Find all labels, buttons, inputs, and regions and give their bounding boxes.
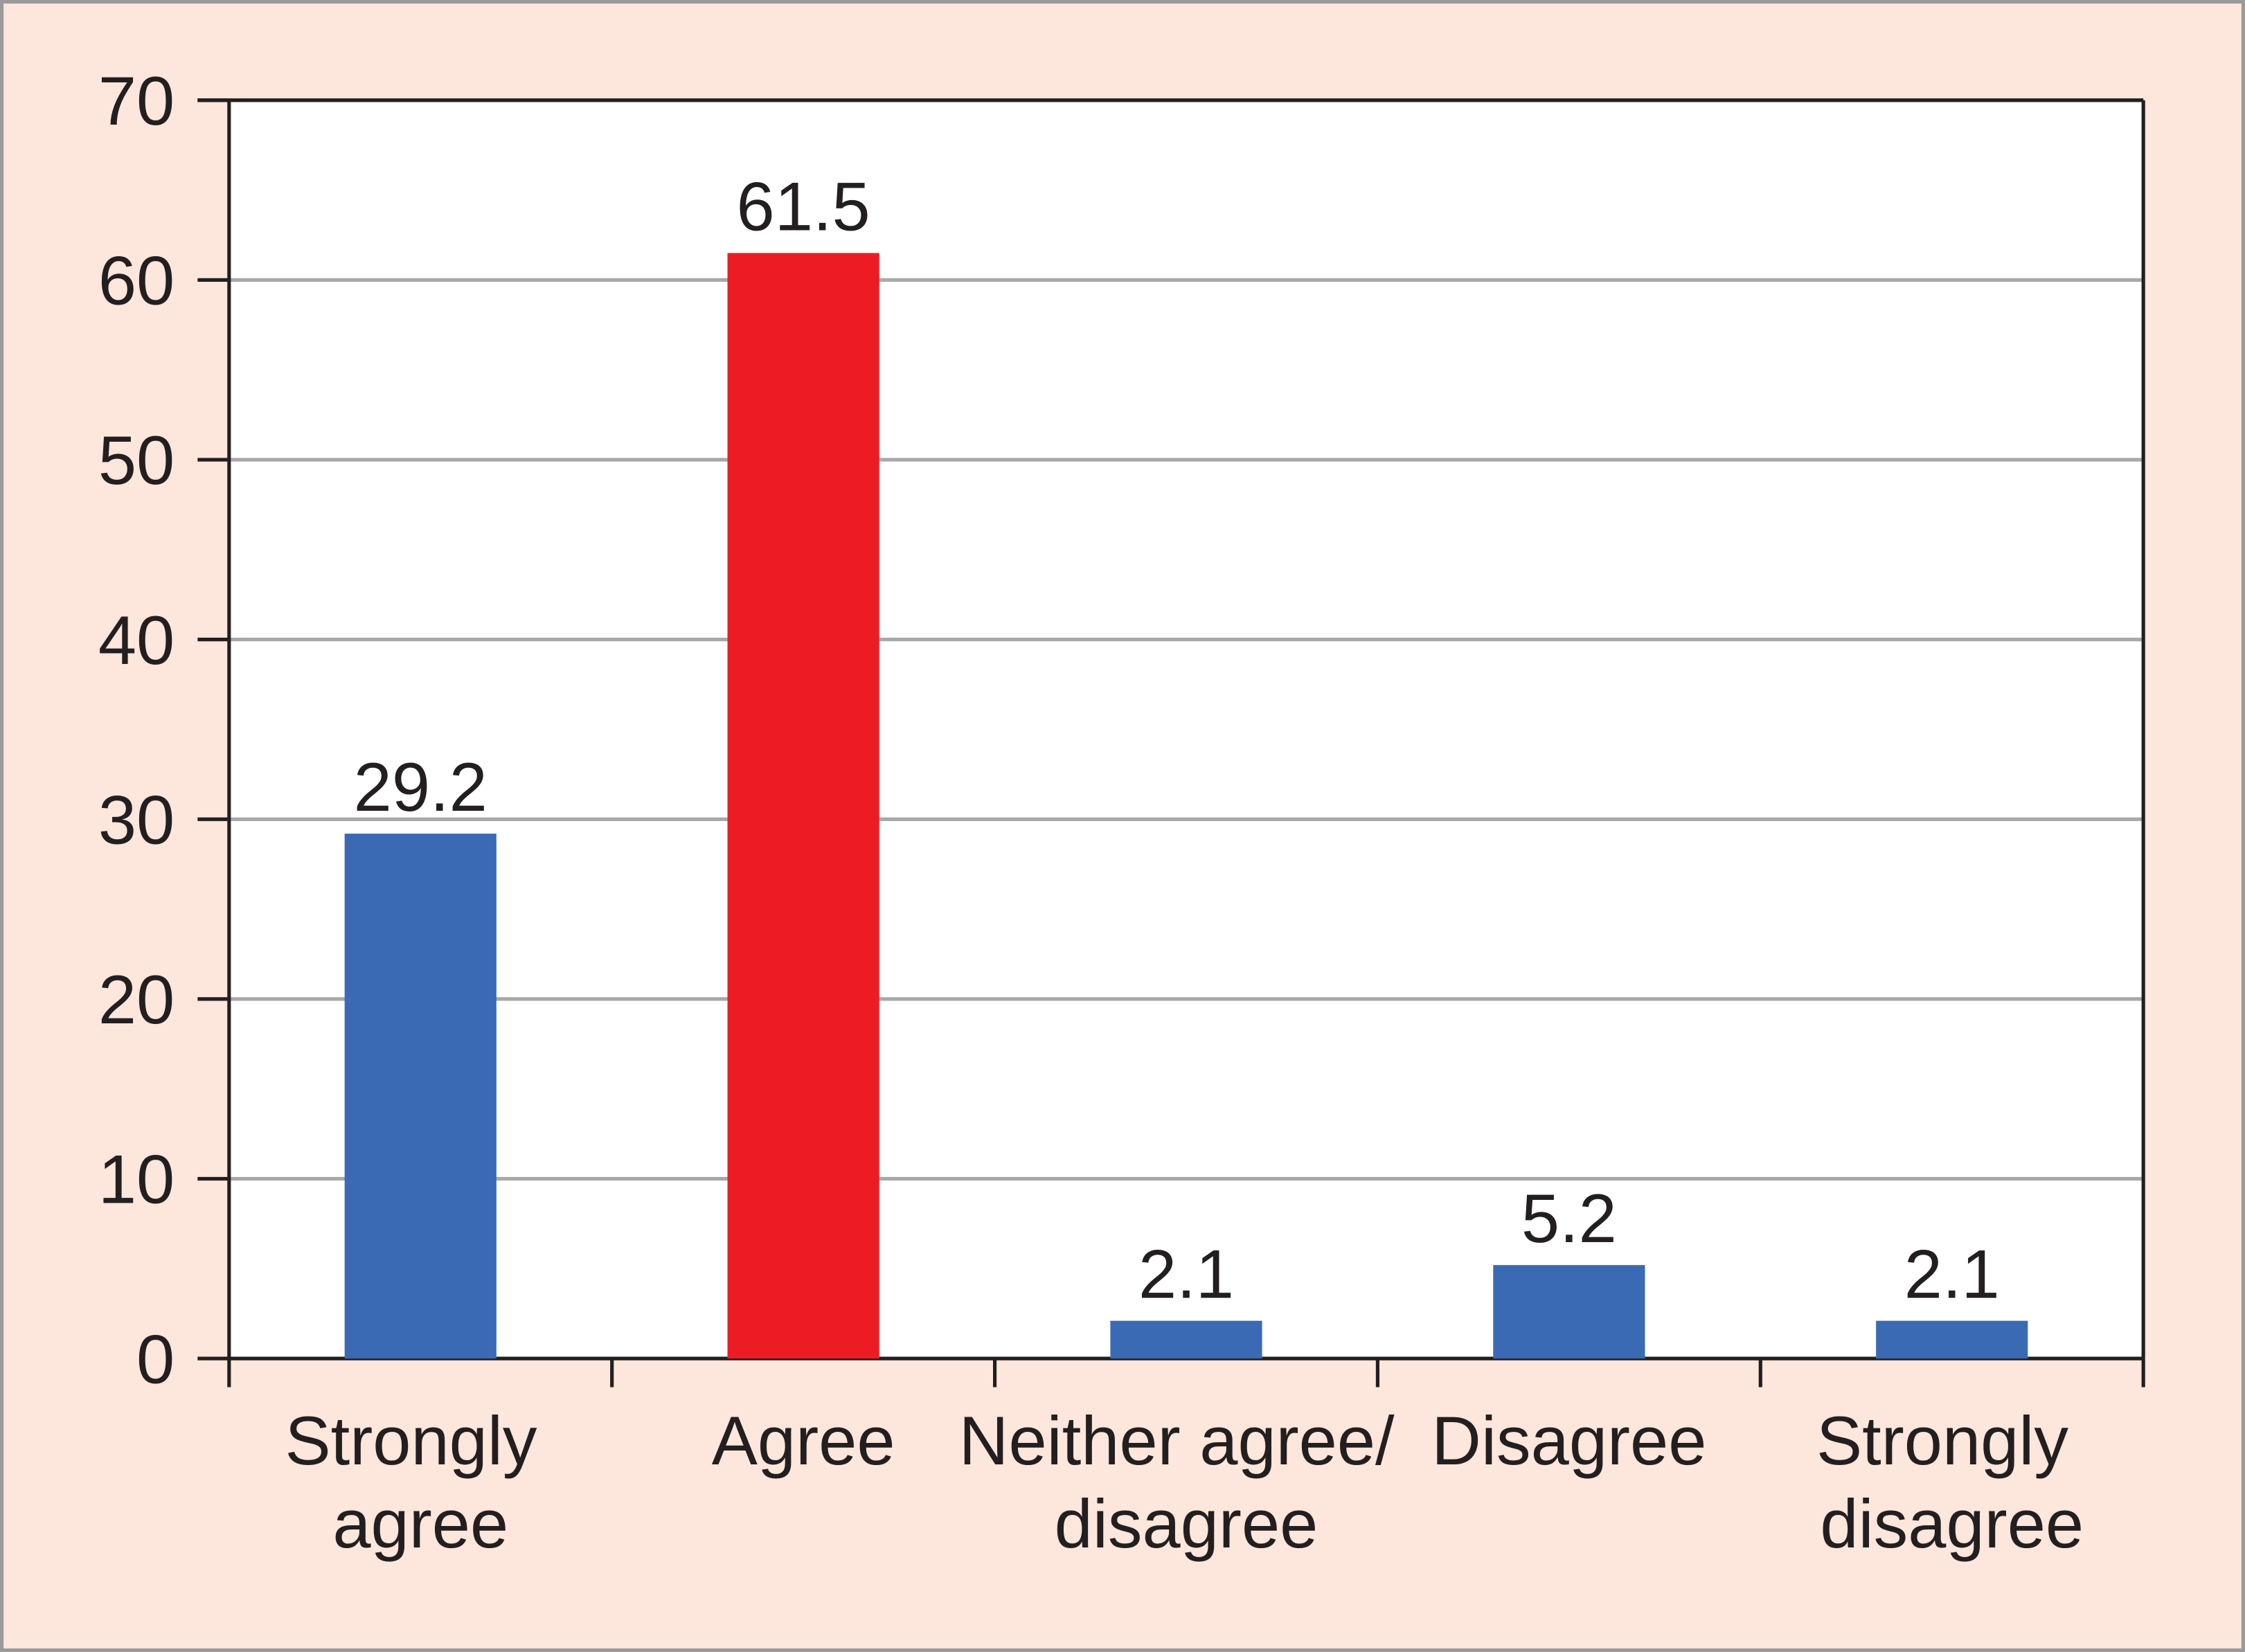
- x-tick-label: Strongly agree: [285, 1403, 556, 1563]
- bar: [344, 834, 497, 1359]
- plot-area: [229, 100, 2144, 1359]
- x-tick-label: Agree: [712, 1403, 895, 1480]
- x-tick-label: Strongly disagree: [1816, 1403, 2088, 1563]
- data-label: 29.2: [354, 749, 488, 826]
- y-tick-label: 40: [98, 602, 175, 679]
- data-label: 2.1: [1138, 1237, 1234, 1313]
- y-tick-label: 50: [98, 422, 175, 499]
- y-tick-label: 0: [136, 1321, 175, 1398]
- data-label: 5.2: [1521, 1180, 1617, 1257]
- data-label: 61.5: [737, 168, 870, 245]
- bar: [1876, 1320, 2028, 1359]
- y-tick-label: 20: [98, 962, 175, 1039]
- bar: [727, 253, 879, 1359]
- x-tick-label: Disagree: [1431, 1403, 1706, 1480]
- y-tick-label: 30: [98, 782, 175, 859]
- bar: [1110, 1320, 1262, 1359]
- bar: [1493, 1265, 1645, 1359]
- y-tick-label: 10: [98, 1142, 175, 1219]
- y-tick-label: 70: [98, 63, 175, 140]
- x-tick-label: Neither agree/ disagree: [959, 1403, 1413, 1563]
- data-label: 2.1: [1904, 1237, 2000, 1313]
- y-tick-label: 60: [98, 243, 175, 320]
